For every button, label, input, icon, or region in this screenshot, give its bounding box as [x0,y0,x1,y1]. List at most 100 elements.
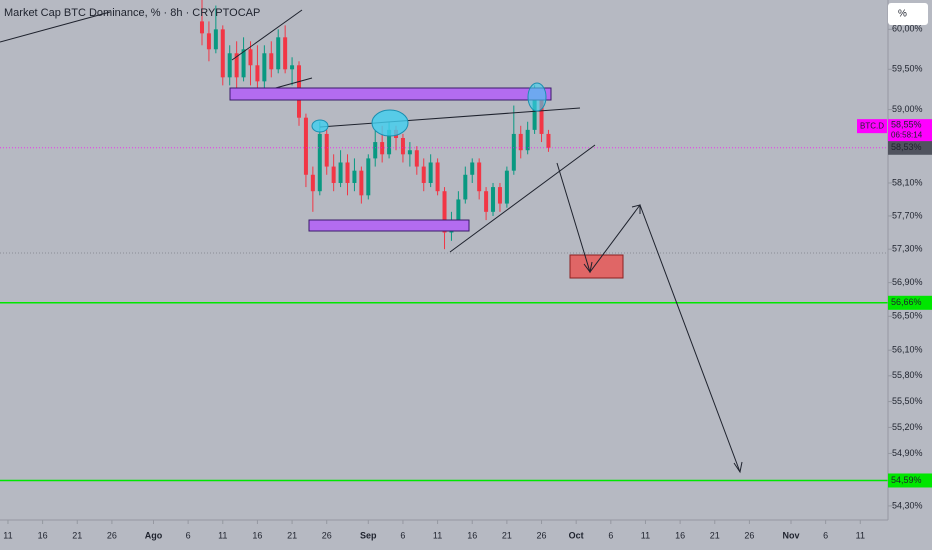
x-tick-label: 6 [186,530,191,540]
level-tag [888,473,932,488]
drawings [0,9,743,474]
candle-body [290,65,295,70]
candle-body [206,33,211,50]
x-tick-label: Nov [782,530,799,540]
x-tick-label: 11 [218,530,227,540]
resistance-zone [229,87,552,101]
arrow-head [583,261,593,274]
price-tag [888,119,932,142]
x-tick-label: 16 [675,530,685,540]
candle-body [234,53,239,78]
x-tick-label: 26 [322,530,332,540]
candle-body [484,191,489,212]
candle-body [220,29,225,78]
candle-body [359,170,364,196]
x-tick-label: 21 [72,530,82,540]
x-tick-label: 26 [537,530,547,540]
trend-line [231,9,303,61]
countdown-label: 06:58:14 [891,130,923,139]
y-tick-label: 54,90% [892,448,923,458]
candle-body [463,174,468,200]
trend-line [0,11,111,43]
x-tick-label: 16 [38,530,48,540]
x-tick-label: 6 [823,530,828,540]
candle-body [428,162,433,183]
candle-body [456,199,461,221]
x-tick-label: 21 [502,530,512,540]
candle-body [317,133,322,192]
candle-body [546,133,551,148]
x-tick-label: Sep [360,530,377,540]
x-tick-label: 11 [641,530,650,540]
x-tick-label: 11 [3,530,12,540]
candle-body [539,93,544,134]
y-tick-label: 59,50% [892,64,923,74]
unit-button[interactable] [888,3,928,25]
candle-body [345,162,350,183]
candle-body [303,117,308,175]
level-tag [888,295,932,310]
candle-body [518,133,523,151]
candle-body [352,170,357,183]
level-tag-label: 56,66% [891,297,922,307]
trend-line [449,144,596,253]
chart-title: Market Cap BTC Dominance, % · 8h · CRYPT… [4,7,260,19]
candle-body [324,133,329,167]
y-tick-label: 54,30% [892,500,923,510]
highlight [527,82,547,112]
candle-body [525,129,530,151]
candle-body [504,170,509,204]
candle-body [491,187,496,212]
candle-body [241,49,246,78]
price-tag-label: 58,55% [891,120,922,130]
y-tick-label: 59,00% [892,104,923,114]
candle-body [255,65,260,82]
unit-button-label[interactable]: % [898,9,907,20]
y-tick-label: 57,30% [892,244,923,254]
y-tick-label: 55,80% [892,370,923,380]
candle-body [477,162,482,192]
y-tick-label: 55,50% [892,396,923,406]
y-tick-label: 56,50% [892,311,923,321]
candle-body [276,37,281,70]
x-tick-label: 26 [107,530,117,540]
y-tick-label: 57,70% [892,210,923,220]
candle-body [511,133,516,171]
y-tick-label: 55,20% [892,422,923,432]
candle-body [331,166,336,183]
symbol-tag [857,119,887,134]
candle-body [262,53,267,82]
projection-path [556,162,741,473]
arrow-head [631,204,641,214]
candle-body [199,21,204,34]
x-tick-label: 21 [710,530,720,540]
x-tick-label: 11 [856,530,865,540]
x-tick-label: 6 [400,530,405,540]
last-price-tag [888,140,932,155]
candle-body [414,150,419,167]
target-zone [569,254,624,279]
highlight [311,119,329,133]
candle-body [248,49,253,66]
level-tag-label: 54,59% [891,475,922,485]
candle-body [213,29,218,50]
x-tick-label: Ago [145,530,163,540]
candle-body [442,191,447,233]
candle-body [470,162,475,175]
x-tick-label: 11 [433,530,442,540]
candle-body [387,129,392,155]
y-tick-label: 56,10% [892,345,923,355]
candle-body [227,53,232,78]
candle-body [497,187,502,204]
candle-body [283,37,288,70]
x-tick-label: 26 [744,530,754,540]
x-tick-label: 16 [252,530,262,540]
support-zone [308,219,470,232]
y-tick-label: 56,90% [892,277,923,287]
y-tick-label: 58,10% [892,177,923,187]
candle-body [338,162,343,183]
x-tick-label: 6 [608,530,613,540]
candle-body [435,162,440,192]
